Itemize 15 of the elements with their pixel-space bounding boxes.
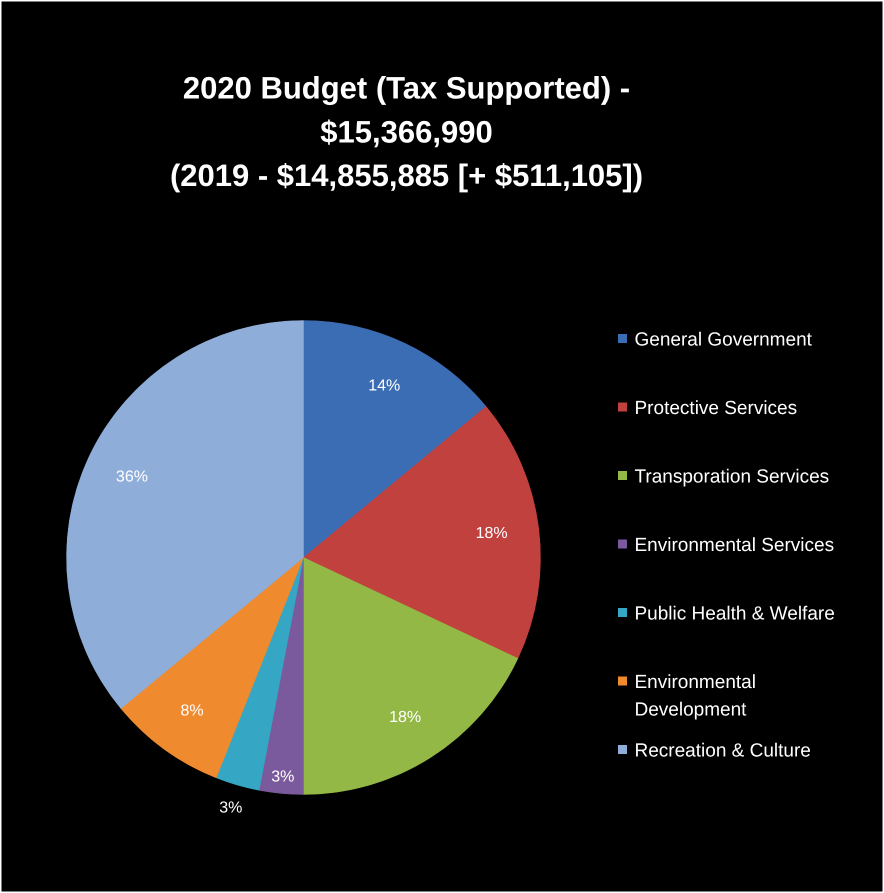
legend-label: General Government bbox=[634, 330, 813, 350]
data-label: 14% bbox=[368, 377, 400, 394]
data-label: 8% bbox=[180, 702, 204, 720]
legend-label: Public Health & Welfare bbox=[634, 604, 835, 624]
data-label: 3% bbox=[271, 768, 294, 786]
data-label: 36% bbox=[116, 468, 148, 486]
data-label: 18% bbox=[476, 525, 508, 542]
data-label: 3% bbox=[219, 799, 242, 816]
legend-label: Transporation Services bbox=[634, 466, 830, 488]
legend-label: Environmental Services bbox=[634, 535, 834, 556]
legend-label: Protective Services bbox=[634, 398, 798, 419]
data-label: 18% bbox=[389, 709, 422, 726]
legend-label: Recreation & Culture bbox=[634, 740, 811, 762]
chart-title: 2020 Budget (Tax Supported) - $15,366,990 (2019 - $14,855,885 [+ $511,105]) bbox=[170, 70, 644, 193]
legend-label: Environmental Development bbox=[634, 672, 756, 720]
